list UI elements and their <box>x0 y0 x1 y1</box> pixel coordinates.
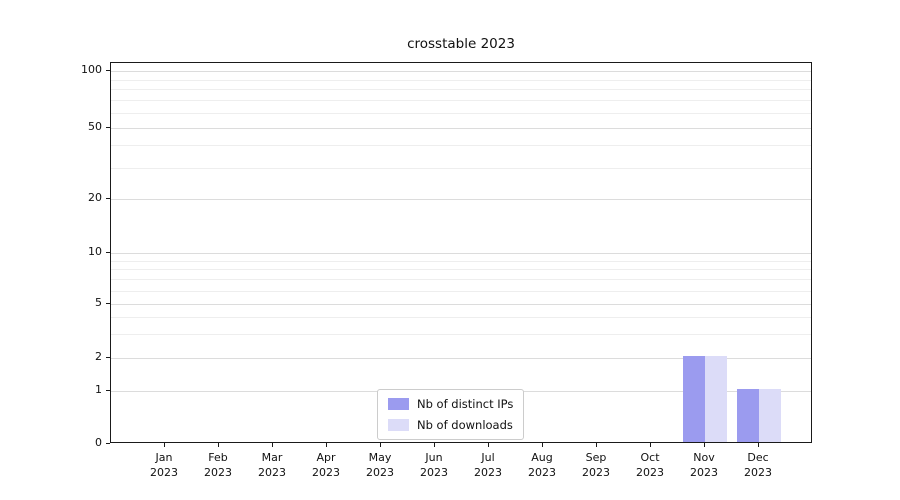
gridline-minor-7 <box>111 279 811 281</box>
y-tick-label-20: 20 <box>88 191 102 204</box>
x-tick-mark-sep <box>596 443 597 447</box>
x-tick-label-dec: Dec 2023 <box>734 450 782 480</box>
y-tick-mark-5 <box>106 302 110 304</box>
y-tick-label-2: 2 <box>95 349 102 363</box>
gridline-major-5 <box>111 303 811 305</box>
x-tick-year: 2023 <box>366 466 394 479</box>
x-tick-year: 2023 <box>258 466 286 479</box>
x-tick-mark-apr <box>326 443 327 447</box>
x-tick-year: 2023 <box>204 466 232 479</box>
bar-nb-of-distinct-ips-nov <box>683 355 705 442</box>
x-tick-month: Jun <box>425 451 443 464</box>
gridline-minor-6 <box>111 290 811 292</box>
x-tick-year: 2023 <box>312 466 340 479</box>
x-tick-year: 2023 <box>636 466 664 479</box>
y-tick-mark-100 <box>106 70 110 71</box>
x-tick-label-apr: Apr 2023 <box>302 450 350 480</box>
x-tick-year: 2023 <box>150 466 178 479</box>
x-tick-month: Nov <box>693 451 715 464</box>
x-tick-month: Aug <box>531 451 553 464</box>
legend-swatch-downloads-icon <box>388 419 409 431</box>
legend-label-downloads: Nb of downloads <box>417 418 513 432</box>
legend: Nb of distinct IPs Nb of downloads <box>377 389 525 440</box>
y-tick-label-50: 50 <box>88 120 102 134</box>
x-tick-mark-oct <box>650 443 651 447</box>
y-tick-label-5: 5 <box>95 295 102 309</box>
gridline-minor-80 <box>111 89 811 91</box>
y-tick-mark-10 <box>106 252 110 254</box>
y-tick-label-1: 1 <box>95 383 102 396</box>
x-tick-month: Oct <box>640 451 660 464</box>
legend-swatch-distinct-ips-icon <box>388 398 409 410</box>
x-tick-month: Feb <box>208 451 228 464</box>
gridline-minor-8 <box>111 269 811 271</box>
x-tick-month: Dec <box>747 451 769 464</box>
x-tick-label-jun: Jun 2023 <box>410 450 458 480</box>
x-tick-year: 2023 <box>474 466 502 479</box>
x-tick-label-sep: Sep 2023 <box>572 450 620 480</box>
gridline-minor-4 <box>111 317 811 318</box>
y-tick-mark-50 <box>106 127 110 129</box>
x-tick-mark-jun <box>434 443 435 447</box>
gridline-minor-70 <box>111 100 811 102</box>
gridline-major-50 <box>111 128 811 130</box>
y-tick-label-10: 10 <box>88 245 102 259</box>
x-tick-year: 2023 <box>690 466 718 479</box>
gridline-minor-9 <box>111 260 811 262</box>
x-tick-month: Mar <box>261 451 283 464</box>
legend-label-distinct-ips: Nb of distinct IPs <box>417 397 514 411</box>
x-tick-label-oct: Oct 2023 <box>626 450 674 480</box>
y-tick-label-100: 100 <box>81 63 102 76</box>
x-tick-month: Apr <box>316 451 336 464</box>
gridline-major-10 <box>111 253 811 255</box>
gridline-minor-30 <box>111 167 811 169</box>
y-tick-mark-0 <box>106 443 110 444</box>
x-tick-label-jan: Jan 2023 <box>140 450 188 480</box>
x-tick-month: Sep <box>585 451 607 464</box>
x-tick-mark-nov <box>704 443 705 447</box>
x-tick-mark-aug <box>542 443 543 447</box>
x-tick-mark-jan <box>164 443 165 447</box>
gridline-major-20 <box>111 199 811 200</box>
legend-item-downloads: Nb of downloads <box>388 418 513 432</box>
gridline-major-100 <box>111 71 811 72</box>
gridline-minor-40 <box>111 145 811 147</box>
x-tick-month: Jan <box>155 451 173 464</box>
y-tick-mark-1 <box>106 390 110 391</box>
x-tick-mark-mar <box>272 443 273 447</box>
y-tick-label-0: 0 <box>95 436 102 449</box>
x-tick-mark-may <box>380 443 381 447</box>
chart-title: crosstable 2023 <box>407 36 515 52</box>
plot-area: Nb of distinct IPs Nb of downloads <box>110 62 812 443</box>
x-tick-label-mar: Mar 2023 <box>248 450 296 480</box>
x-tick-label-aug: Aug 2023 <box>518 450 566 480</box>
x-tick-label-may: May 2023 <box>356 450 404 480</box>
x-tick-mark-dec <box>758 443 759 447</box>
gridline-minor-90 <box>111 79 811 81</box>
x-tick-year: 2023 <box>744 466 772 479</box>
x-tick-label-feb: Feb 2023 <box>194 450 242 480</box>
gridline-major-2 <box>111 357 811 359</box>
y-tick-mark-2 <box>106 356 110 358</box>
gridline-minor-3 <box>111 334 811 335</box>
x-tick-month: May <box>368 451 392 464</box>
y-tick-mark-20 <box>106 198 110 199</box>
bar-nb-of-distinct-ips-dec <box>737 389 759 442</box>
x-tick-label-nov: Nov 2023 <box>680 450 728 480</box>
legend-item-distinct-ips: Nb of distinct IPs <box>388 397 513 411</box>
x-tick-mark-feb <box>218 443 219 447</box>
x-tick-year: 2023 <box>582 466 610 479</box>
x-tick-year: 2023 <box>420 466 448 479</box>
bar-nb-of-downloads-nov <box>705 355 727 442</box>
x-tick-year: 2023 <box>528 466 556 479</box>
bar-nb-of-downloads-dec <box>759 389 781 442</box>
x-tick-mark-jul <box>488 443 489 447</box>
gridline-minor-60 <box>111 113 811 115</box>
x-tick-month: Jul <box>481 451 495 464</box>
x-tick-label-jul: Jul 2023 <box>464 450 512 480</box>
